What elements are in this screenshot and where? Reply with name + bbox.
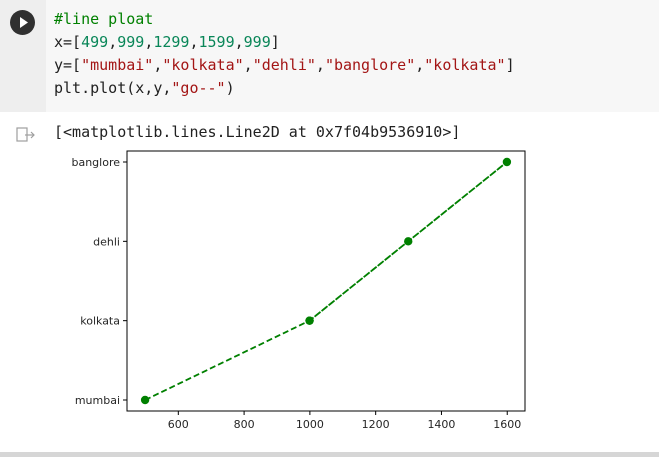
code-token: "go--" [171,79,226,97]
series-line [144,161,508,401]
code-token: y=[ [54,56,82,74]
code-token: #line ploat [54,10,154,28]
code-token: , [315,56,325,74]
code-token: plt.plot(x,y, [54,79,172,97]
code-token: 999 [243,33,271,51]
output-redirect-icon[interactable] [16,127,36,143]
code-token: "kolkata" [162,56,244,74]
y-tick-label: banglore [71,156,120,169]
run-cell-button[interactable] [10,10,35,35]
code-token: , [189,33,199,51]
x-tick-label: 800 [234,418,255,431]
code-token: , [415,56,425,74]
code-token: ] [505,56,515,74]
code-token: "banglore" [324,56,416,74]
code-token: 999 [117,33,145,51]
play-icon [20,17,28,28]
x-tick-label: 1200 [362,418,390,431]
x-tick-label: 1600 [493,418,521,431]
code-token: "kolkata" [424,56,506,74]
code-line: #line ploat [54,8,515,31]
code-token: ) [225,79,235,97]
code-token: 1299 [153,33,190,51]
code-token: "dehli" [252,56,316,74]
data-point [404,237,413,246]
code-token: , [153,56,163,74]
code-token: x=[ [54,33,82,51]
code-line: plt.plot(x,y,"go--") [54,77,515,100]
data-point [502,157,512,167]
output-area [0,112,659,452]
y-tick-label: dehli [93,235,120,248]
y-tick-label: kolkata [80,315,120,328]
code-token: , [144,33,154,51]
code-token: , [243,56,253,74]
x-tick-label: 600 [168,418,189,431]
y-tick-label: mumbai [75,394,120,407]
code-token: 1599 [198,33,235,51]
line-chart: mumbai kolkata dehli banglore 600 800 1000 1200… [71,150,526,431]
data-point [140,395,150,405]
code-token: , [234,33,244,51]
axes-frame [126,150,526,412]
code-token: ] [270,33,280,51]
code-token: , [108,33,118,51]
code-cell[interactable]: #line ploat x=[499,999,1299,1599,999] y=["… [0,0,659,112]
code-editor[interactable]: #line ploat x=[499,999,1299,1599,999] y=["… [54,8,515,100]
bottom-scrollbar[interactable] [0,452,659,457]
x-tick-label: 1000 [296,418,324,431]
data-point [305,316,314,325]
x-tick-label: 1400 [427,418,455,431]
code-line: x=[499,999,1299,1599,999] [54,31,515,54]
code-token: 499 [81,33,109,51]
output-text: [<matplotlib.lines.Line2D at 0x7f04b9536… [54,123,461,141]
code-line: y=["mumbai","kolkata","dehli","banglore"… [54,54,515,77]
code-token: "mumbai" [81,56,154,74]
